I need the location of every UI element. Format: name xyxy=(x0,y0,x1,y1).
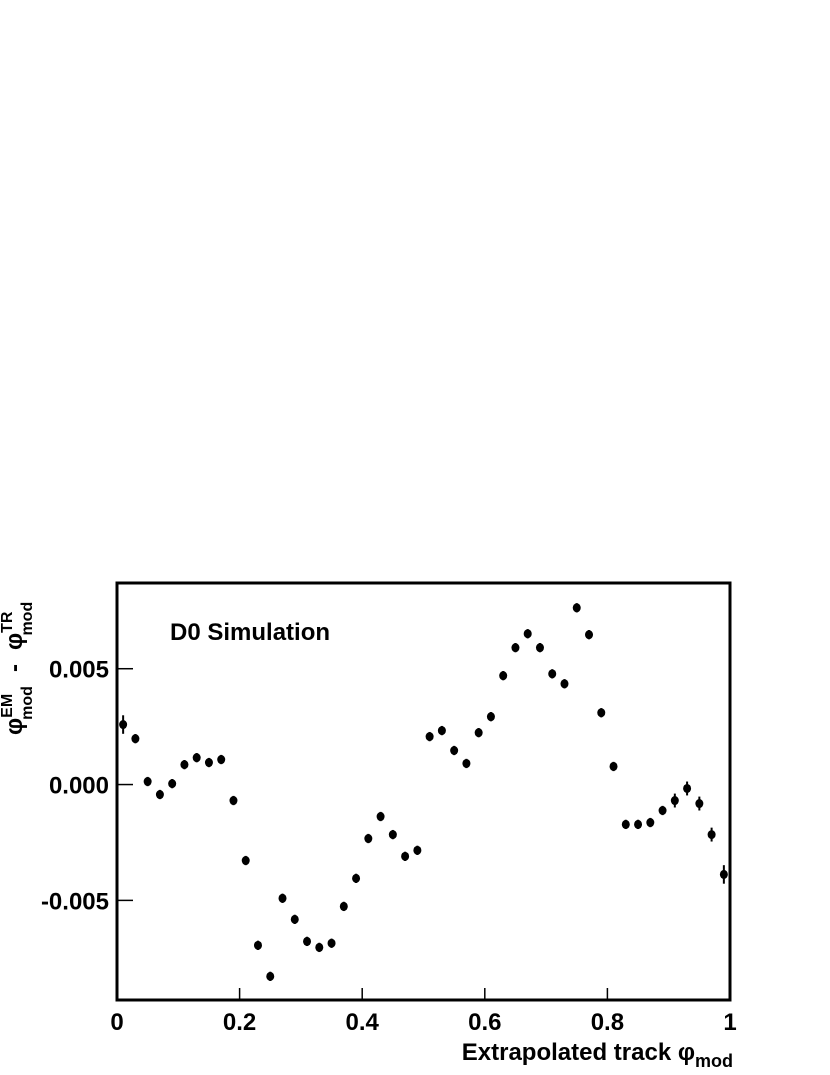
data-point xyxy=(266,971,275,981)
data-point xyxy=(572,603,581,613)
data-point xyxy=(352,873,361,883)
data-point xyxy=(511,643,520,653)
plot-frame xyxy=(115,581,732,1002)
y-label-sub: mod xyxy=(19,686,36,720)
x-tick-label: 0.4 xyxy=(346,1009,380,1036)
data-point xyxy=(278,893,287,903)
y-label-sup: EM xyxy=(0,694,16,718)
y-label-symbol: φ xyxy=(1,633,28,650)
data-point xyxy=(327,938,336,948)
data-point xyxy=(474,728,483,738)
x-tick-label: 0.2 xyxy=(223,1009,256,1036)
data-point xyxy=(229,796,238,806)
data-point xyxy=(388,830,397,840)
data-point xyxy=(535,643,544,653)
data-point xyxy=(290,914,299,924)
data-point xyxy=(486,712,495,722)
annotation: D0 Simulation xyxy=(170,619,330,646)
data-point xyxy=(499,671,508,681)
y-tick-label: 0.005 xyxy=(49,657,109,684)
data-point xyxy=(401,851,410,861)
data-point xyxy=(155,790,164,800)
data-point xyxy=(707,830,716,840)
data-point xyxy=(585,630,594,640)
data-point xyxy=(646,818,655,828)
data-point xyxy=(143,777,152,787)
data-point xyxy=(621,819,630,829)
data-point xyxy=(241,856,250,866)
x-label-sub: mod xyxy=(695,1051,733,1071)
y-axis-label: φEM mod-φTR mod xyxy=(0,602,36,735)
y-label-minus: - xyxy=(1,664,28,672)
data-point xyxy=(523,629,532,639)
data-point xyxy=(413,845,422,855)
data-point xyxy=(695,799,704,809)
x-tick-label: 0 xyxy=(110,1009,123,1036)
data-point xyxy=(560,679,569,689)
data-point xyxy=(192,753,201,763)
y-tick-label: 0.000 xyxy=(49,773,109,800)
data-point xyxy=(339,901,348,911)
data-point xyxy=(168,779,177,789)
data-point xyxy=(450,745,459,755)
data-point xyxy=(119,720,128,730)
data-point xyxy=(303,936,312,946)
y-label-symbol: φ xyxy=(1,718,28,735)
data-point xyxy=(131,734,140,744)
y-tick-label: -0.005 xyxy=(41,888,109,915)
data-point xyxy=(634,819,643,829)
data-point xyxy=(437,726,446,736)
data-point xyxy=(597,708,606,718)
data-point xyxy=(204,758,213,768)
x-tick-label: 0.8 xyxy=(591,1009,624,1036)
x-tick-label: 1 xyxy=(723,1009,736,1036)
x-label-text: Extrapolated track φ xyxy=(462,1039,695,1066)
data-point xyxy=(376,812,385,822)
data-point xyxy=(609,761,618,771)
y-label-sub: mod xyxy=(19,602,36,636)
x-tick-label: 0.6 xyxy=(468,1009,501,1036)
data-point xyxy=(462,758,471,768)
data-point xyxy=(253,940,262,950)
data-point xyxy=(683,783,692,793)
data-point xyxy=(180,760,189,770)
y-label-sup: TR xyxy=(0,611,16,633)
data-point xyxy=(658,805,667,815)
data-point xyxy=(315,942,324,952)
data-point xyxy=(548,669,557,679)
data-point xyxy=(217,755,226,765)
x-axis-label: Extrapolated track φmod xyxy=(462,1039,733,1071)
data-point xyxy=(719,869,728,879)
data-point xyxy=(670,796,679,806)
data-point xyxy=(425,732,434,742)
data-point xyxy=(364,834,373,844)
